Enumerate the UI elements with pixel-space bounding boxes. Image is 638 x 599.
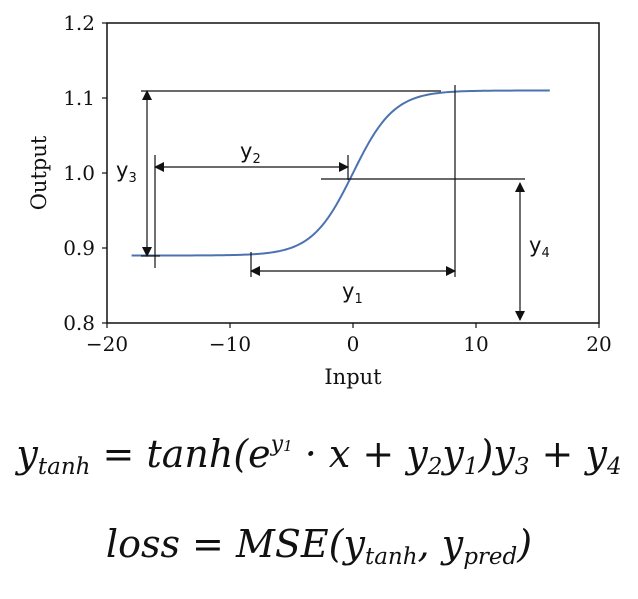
x-tick-label: 20 [586,332,611,356]
y-tick-label: 1.1 [63,86,95,110]
x-axis-title: Input [324,365,382,389]
annotation-lines [141,85,525,321]
y-tick-label: 1.0 [63,161,95,185]
x-tick-label: 10 [463,332,488,356]
chart: −20 −10 0 10 20 0.8 0.9 1.0 1.1 1.2 y1 y2 y3 y4 I… [27,11,612,389]
tick-labels: −20 −10 0 10 20 0.8 0.9 1.0 1.1 1.2 [63,11,612,356]
y1-label: y1 [342,279,363,307]
x-tick-label: 0 [347,332,360,356]
y2-label: y2 [240,139,261,167]
y-axis-title: Output [27,135,51,210]
series-line [131,89,550,257]
annotation-labels: y1 y2 y3 y4 [116,139,550,307]
formula-loss: loss = MSE(ytanh, ypred) [105,522,533,570]
y-tick-label: 0.8 [63,311,95,335]
x-tick-label: −20 [86,332,128,356]
y-tick-label: 0.9 [63,236,95,260]
y3-label: y3 [116,158,137,186]
x-tick-label: −10 [209,332,251,356]
y-tick-label: 1.2 [63,11,95,35]
y4-label: y4 [529,233,550,261]
axis-ticks [102,22,600,328]
formula-tanh-model: ytanh = tanh(ey1 · x + y2y1)y3 + y4 [16,432,622,480]
